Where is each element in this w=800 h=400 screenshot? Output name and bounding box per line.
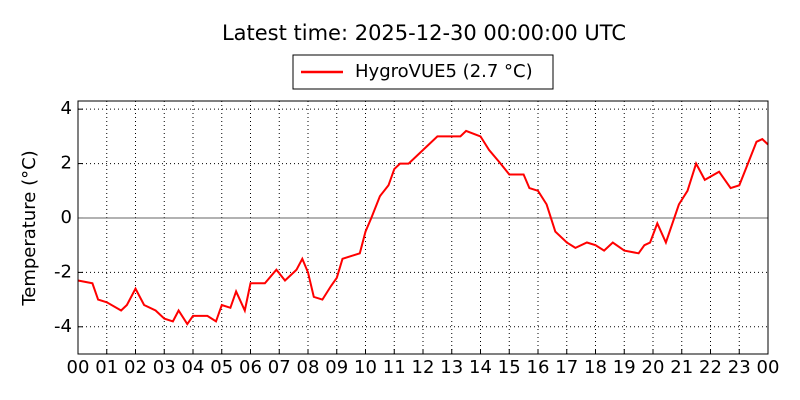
y-tick-label: 0 [61, 207, 72, 228]
x-tick-label: 21 [670, 357, 693, 378]
x-tick-label: 23 [728, 357, 751, 378]
x-tick-label: 12 [412, 357, 435, 378]
x-tick-label: 09 [325, 357, 348, 378]
x-tick-label: 17 [555, 357, 578, 378]
x-tick-label: 13 [440, 357, 463, 378]
x-tick-label: 01 [95, 357, 118, 378]
x-tick-label: 00 [757, 357, 780, 378]
x-tick-label: 03 [153, 357, 176, 378]
x-tick-label: 14 [469, 357, 492, 378]
x-tick-label: 19 [613, 357, 636, 378]
x-tick-label: 20 [642, 357, 665, 378]
x-tick-label: 05 [210, 357, 233, 378]
chart-title: Latest time: 2025-12-30 00:00:00 UTC [222, 21, 626, 45]
x-tick-label: 06 [239, 357, 262, 378]
x-tick-label: 15 [498, 357, 521, 378]
x-tick-label: 04 [182, 357, 205, 378]
x-tick-label: 18 [584, 357, 607, 378]
plot-frame [77, 100, 769, 355]
y-tick-label: 4 [61, 98, 72, 119]
y-tick-label: -4 [54, 316, 72, 337]
x-tick-label: 07 [268, 357, 291, 378]
y-tick-label: 2 [61, 153, 72, 174]
x-tick-label: 08 [297, 357, 320, 378]
x-tick-label: 22 [699, 357, 722, 378]
x-tick-label: 02 [124, 357, 147, 378]
x-tick-label: 00 [67, 357, 90, 378]
y-tick-label: -2 [54, 261, 72, 282]
data-line [77, 129, 769, 326]
x-tick-label: 10 [354, 357, 377, 378]
y-axis-label: Temperature (°C) [19, 150, 40, 306]
x-tick-label: 16 [527, 357, 550, 378]
x-tick-label: 11 [383, 357, 406, 378]
legend-label: HygroVUE5 (2.7 °C) [355, 61, 533, 82]
